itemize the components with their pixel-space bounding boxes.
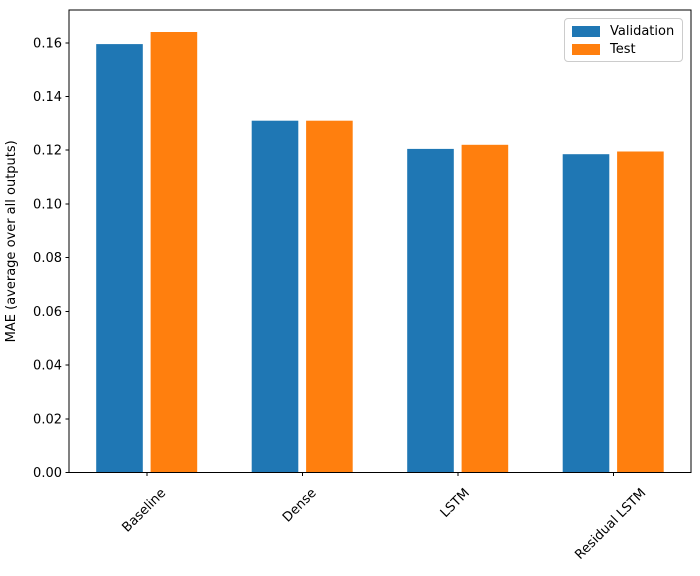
legend-label-test: Test — [610, 41, 636, 57]
x-axis-tick-label: Dense — [280, 486, 320, 526]
y-axis-tick-label: 0.12 — [33, 144, 62, 159]
bar-validation-lstm — [407, 148, 454, 473]
y-axis-tick-label: 0.00 — [33, 466, 62, 481]
y-axis-tick-label: 0.04 — [33, 359, 62, 374]
bar-test-residual-lstm — [617, 151, 664, 473]
legend-item-validation: Validation — [572, 25, 682, 38]
legend: Validation Test — [564, 18, 683, 62]
bar-test-baseline — [150, 32, 198, 473]
y-axis-tick-label: 0.14 — [33, 90, 62, 105]
bar-validation-residual-lstm — [562, 154, 610, 473]
validation-swatch-icon — [572, 25, 600, 37]
x-axis-tick-label: LSTM — [438, 486, 473, 521]
test-swatch-icon — [572, 43, 600, 55]
x-axis-tick-label: Baseline — [120, 486, 170, 536]
y-axis-tick-label: 0.02 — [33, 412, 62, 427]
y-axis-tick-label: 0.10 — [33, 197, 62, 212]
bar-test-lstm — [461, 144, 509, 473]
y-axis-tick-label: 0.16 — [33, 36, 62, 51]
y-axis-label: MAE (average over all outputs) — [4, 140, 19, 342]
x-axis-tick-label: Residual LSTM — [572, 486, 649, 563]
bar-test-dense — [306, 120, 353, 473]
legend-label-validation: Validation — [610, 23, 675, 39]
bar-validation-baseline — [96, 44, 143, 473]
axes-spines — [68, 9, 692, 473]
legend-item-test: Test — [572, 43, 682, 56]
y-axis-tick-label: 0.06 — [33, 305, 62, 320]
bar-validation-dense — [251, 120, 299, 473]
y-axis-tick-label: 0.08 — [33, 251, 62, 266]
